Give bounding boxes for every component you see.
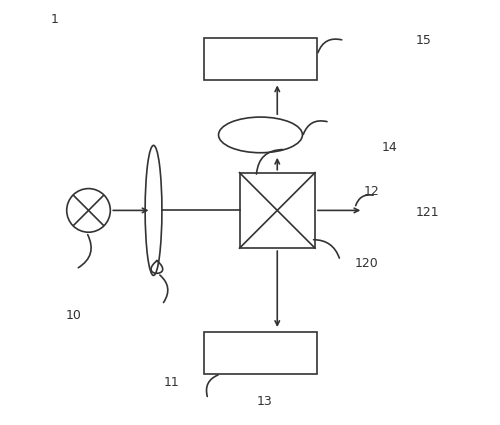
Bar	[240, 173, 315, 248]
Text: 120: 120	[355, 257, 378, 269]
Text: 14: 14	[382, 141, 398, 154]
Bar	[204, 38, 317, 80]
Text: 13: 13	[256, 395, 272, 408]
Bar	[204, 332, 317, 374]
Text: 11: 11	[164, 376, 180, 389]
Text: 15: 15	[416, 34, 432, 47]
Text: 12: 12	[363, 185, 379, 198]
Text: 121: 121	[416, 206, 440, 219]
Text: 1: 1	[51, 13, 59, 26]
Text: 10: 10	[66, 309, 82, 322]
